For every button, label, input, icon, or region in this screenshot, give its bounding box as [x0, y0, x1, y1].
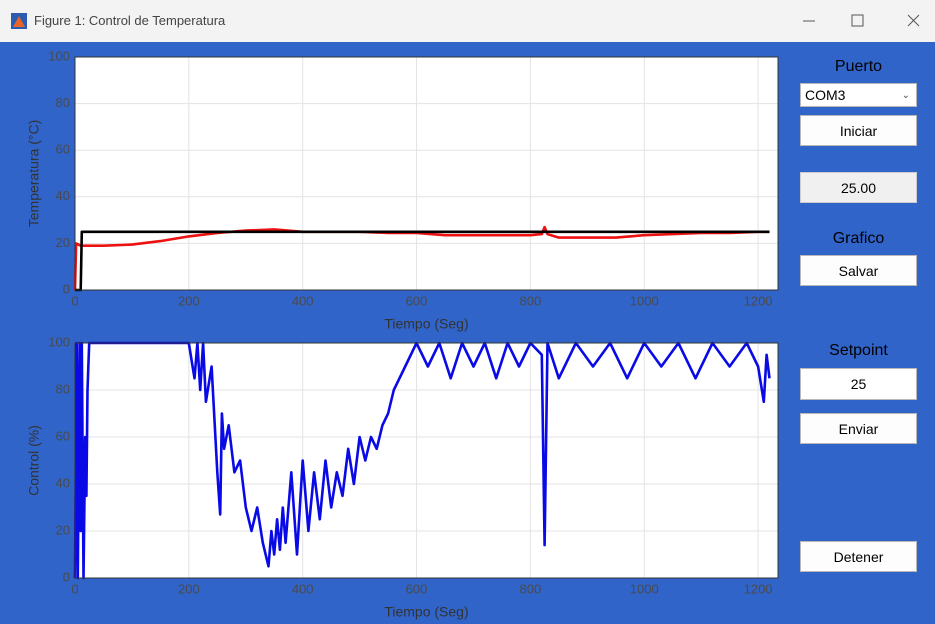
plot-frame [74, 56, 779, 291]
x-axis-label: Tiempo (Seg) [384, 604, 468, 620]
x-tick-label: 600 [406, 293, 428, 308]
x-tick-label: 800 [520, 581, 542, 596]
plots: 0 200 400 600 800 1000 1200020406080100Tiempo … [26, 48, 779, 620]
graph-label: Grafico [832, 230, 885, 247]
x-tick-label: 1000 [630, 293, 659, 308]
x-tick-label: 1200 [744, 581, 773, 596]
plot-area [75, 57, 778, 290]
port-select[interactable]: COM3 ⌄ [800, 83, 917, 107]
x-tick-label: 600 [406, 581, 428, 596]
x-tick-label: 800 [520, 293, 542, 308]
window-buttons[interactable] [795, 0, 935, 42]
y-tick-label: 0 [63, 569, 70, 584]
y-tick-label: 40 [56, 188, 70, 203]
x-tick-label: 200 [178, 293, 200, 308]
port-label: Puerto [834, 58, 883, 75]
start-button[interactable]: Iniciar [800, 115, 917, 146]
x-tick-label: 1000 [630, 581, 659, 596]
y-tick-label: 40 [56, 475, 70, 490]
plot-frame [74, 342, 779, 579]
setpoint-input[interactable]: 25 [800, 368, 917, 400]
title-bar: Figure 1: Control de Temperatura [0, 0, 935, 42]
y-axis-label: Control (%) [26, 425, 42, 496]
x-tick-label: 0 [71, 293, 78, 308]
y-tick-label: 60 [56, 428, 70, 443]
x-tick-label: 0 [71, 581, 78, 596]
save-button[interactable]: Salvar [800, 255, 917, 286]
y-tick-label: 20 [56, 235, 70, 250]
x-tick-label: 400 [292, 293, 314, 308]
x-tick-label: 400 [292, 581, 314, 596]
y-tick-label: 60 [56, 142, 70, 157]
x-tick-label: 200 [178, 581, 200, 596]
x-tick-label: 1200 [744, 293, 773, 308]
y-tick-label: 0 [63, 281, 70, 296]
window-title: Figure 1: Control de Temperatura [34, 13, 226, 28]
y-tick-label: 80 [56, 381, 70, 396]
port-value: COM3 [805, 87, 846, 103]
x-axis-label: Tiempo (Seg) [384, 316, 468, 332]
stop-button[interactable]: Detener [800, 541, 917, 572]
plot-area [75, 343, 778, 578]
y-tick-label: 20 [56, 522, 70, 537]
y-tick-label: 100 [48, 48, 70, 63]
send-button[interactable]: Enviar [800, 413, 917, 444]
y-axis-label: Temperatura (°C) [26, 120, 42, 228]
data-line [73, 225, 770, 291]
app-icon [11, 13, 27, 29]
reading-display: 25.00 [800, 172, 917, 203]
data-line [74, 230, 770, 292]
y-tick-label: 80 [56, 95, 70, 110]
y-tick-label: 100 [48, 334, 70, 349]
setpoint-label: Setpoint [829, 342, 888, 359]
